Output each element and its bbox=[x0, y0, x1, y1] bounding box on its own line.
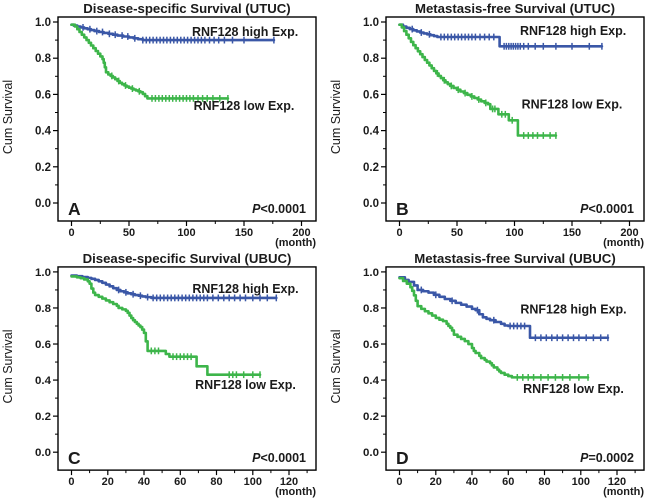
y-tick-label: 0.6 bbox=[363, 339, 379, 351]
x-axis-unit-label: (month) bbox=[603, 486, 644, 498]
x-tick-label: 150 bbox=[563, 227, 581, 239]
panel-letter: B bbox=[396, 199, 409, 219]
plot-box bbox=[385, 266, 645, 471]
x-tick-label: 0 bbox=[68, 227, 74, 239]
panel-title: Disease-specific Survival (UTUC) bbox=[83, 1, 290, 16]
x-tick-label: 80 bbox=[538, 476, 550, 488]
y-tick-label: 0.2 bbox=[35, 411, 51, 423]
x-axis-unit-label: (month) bbox=[275, 486, 316, 498]
panel-c-disease-specific-survival-ubuc: 0 20 40 60 80 100 120 (month) 0.0 0.2 0.4 0.6 0.8 1.0… bbox=[0, 250, 327, 499]
series-label-high: RNF128 high Exp. bbox=[192, 282, 298, 296]
series-label-low: RNF128 low Exp. bbox=[194, 99, 295, 113]
p-value-label: P<0.0001 bbox=[252, 202, 306, 216]
y-axis-title: Cum Survival bbox=[1, 330, 15, 404]
series-curve-high bbox=[70, 274, 278, 300]
series-curve-high bbox=[70, 23, 276, 42]
y-tick-label: 0.0 bbox=[35, 198, 51, 210]
y-axis-title: Cum Survival bbox=[329, 80, 343, 154]
panel-a-disease-specific-survival-utuc: 0 50 100 150 200 (month) 0.0 0.2 0.4 0.6 0.8 1.0 Cum… bbox=[0, 0, 327, 250]
x-tick-label: 120 bbox=[280, 476, 298, 488]
series-label-high: RNF128 high Exp. bbox=[520, 24, 626, 38]
x-tick-label: 40 bbox=[466, 476, 478, 488]
x-tick-label: 0 bbox=[68, 476, 74, 488]
p-value-label: P<0.0001 bbox=[580, 202, 634, 216]
x-tick-label: 20 bbox=[102, 476, 114, 488]
series-label-low: RNF128 low Exp. bbox=[522, 97, 623, 111]
panel-title: Metastasis-free Survival (UTUC) bbox=[415, 1, 615, 16]
km-chart-C: 0 20 40 60 80 100 120(month) 0.0 0.2 0.4 0.6 0.8 1.0… bbox=[1, 251, 317, 498]
y-tick-label: 0.0 bbox=[363, 198, 379, 210]
y-tick-label: 0.8 bbox=[363, 53, 380, 65]
p-value-label: P=0.0002 bbox=[580, 451, 634, 465]
y-tick-label: 1.0 bbox=[35, 17, 51, 29]
y-tick-label: 0.8 bbox=[363, 303, 380, 315]
y-tick-label: 0.8 bbox=[35, 303, 52, 315]
panel-title: Disease-specific Survival (UBUC) bbox=[83, 251, 292, 266]
panel-b-metastasis-free-survival-utuc: 0 50 100 150 200 (month) 0.0 0.2 0.4 0.6 0.8 1.0 Cum… bbox=[328, 0, 655, 250]
x-tick-label: 200 bbox=[292, 227, 310, 239]
x-tick-label: 40 bbox=[138, 476, 150, 488]
x-tick-label: 60 bbox=[174, 476, 186, 488]
x-tick-label: 50 bbox=[123, 227, 135, 239]
x-tick-label: 0 bbox=[396, 227, 402, 239]
y-tick-label: 1.0 bbox=[363, 17, 379, 29]
y-tick-label: 0.4 bbox=[35, 375, 52, 387]
y-tick-label: 0.4 bbox=[35, 126, 52, 138]
y-tick-label: 0.2 bbox=[363, 162, 379, 174]
y-tick-label: 0.4 bbox=[363, 126, 380, 138]
y-tick-label: 1.0 bbox=[35, 267, 51, 279]
x-tick-label: 100 bbox=[505, 227, 523, 239]
x-axis-unit-label: (month) bbox=[603, 237, 644, 249]
km-chart-D: 0 20 40 60 80 100 120(month) 0.0 0.2 0.4 0.6 0.8 1.0… bbox=[329, 251, 645, 498]
panel-letter: D bbox=[396, 448, 409, 468]
series-curve-low bbox=[398, 276, 590, 379]
y-tick-label: 0.2 bbox=[35, 162, 51, 174]
series-curve-low bbox=[398, 23, 558, 137]
p-value-label: P<0.0001 bbox=[252, 451, 306, 465]
panel-letter: A bbox=[68, 199, 81, 219]
x-axis-unit-label: (month) bbox=[275, 237, 316, 249]
y-tick-label: 0.6 bbox=[35, 339, 51, 351]
x-tick-label: 100 bbox=[177, 227, 195, 239]
x-tick-label: 20 bbox=[430, 476, 442, 488]
km-chart-B: 0 50 100 150 200(month) 0.0 0.2 0.4 0.6 0.8 1.0 Cum… bbox=[329, 1, 645, 249]
series-curve-low bbox=[70, 275, 262, 376]
y-tick-label: 1.0 bbox=[363, 267, 379, 279]
x-tick-label: 60 bbox=[502, 476, 514, 488]
series-curve-low bbox=[70, 23, 230, 100]
x-tick-label: 120 bbox=[608, 476, 626, 488]
km-chart-A: 0 50 100 150 200(month) 0.0 0.2 0.4 0.6 0.8 1.0 Cum… bbox=[1, 1, 317, 249]
series-label-low: RNF128 low Exp. bbox=[523, 382, 624, 396]
x-tick-label: 100 bbox=[572, 476, 590, 488]
y-tick-label: 0.0 bbox=[35, 447, 51, 459]
panel-letter: C bbox=[68, 448, 81, 468]
y-tick-label: 0.6 bbox=[363, 89, 379, 101]
x-tick-label: 200 bbox=[620, 227, 638, 239]
x-tick-label: 150 bbox=[235, 227, 253, 239]
y-axis-title: Cum Survival bbox=[329, 330, 343, 404]
y-axis-title: Cum Survival bbox=[1, 80, 15, 154]
y-tick-label: 0.8 bbox=[35, 53, 52, 65]
panel-d-metastasis-free-survival-ubuc: 0 20 40 60 80 100 120 (month) 0.0 0.2 0.4 0.6 0.8 1.0… bbox=[328, 250, 655, 499]
x-tick-label: 100 bbox=[244, 476, 262, 488]
y-tick-label: 0.0 bbox=[363, 447, 379, 459]
series-label-high: RNF128 high Exp. bbox=[192, 25, 298, 39]
x-tick-label: 80 bbox=[210, 476, 222, 488]
series-label-low: RNF128 low Exp. bbox=[195, 378, 296, 392]
series-curve-high bbox=[398, 275, 610, 340]
panel-title: Metastasis-free Survival (UBUC) bbox=[414, 251, 615, 266]
series-label-high: RNF128 high Exp. bbox=[520, 303, 626, 317]
y-tick-label: 0.2 bbox=[363, 411, 379, 423]
y-tick-label: 0.6 bbox=[35, 89, 51, 101]
x-tick-label: 50 bbox=[451, 227, 463, 239]
y-tick-label: 0.4 bbox=[363, 375, 380, 387]
x-tick-label: 0 bbox=[396, 476, 402, 488]
plot-box bbox=[57, 266, 317, 471]
